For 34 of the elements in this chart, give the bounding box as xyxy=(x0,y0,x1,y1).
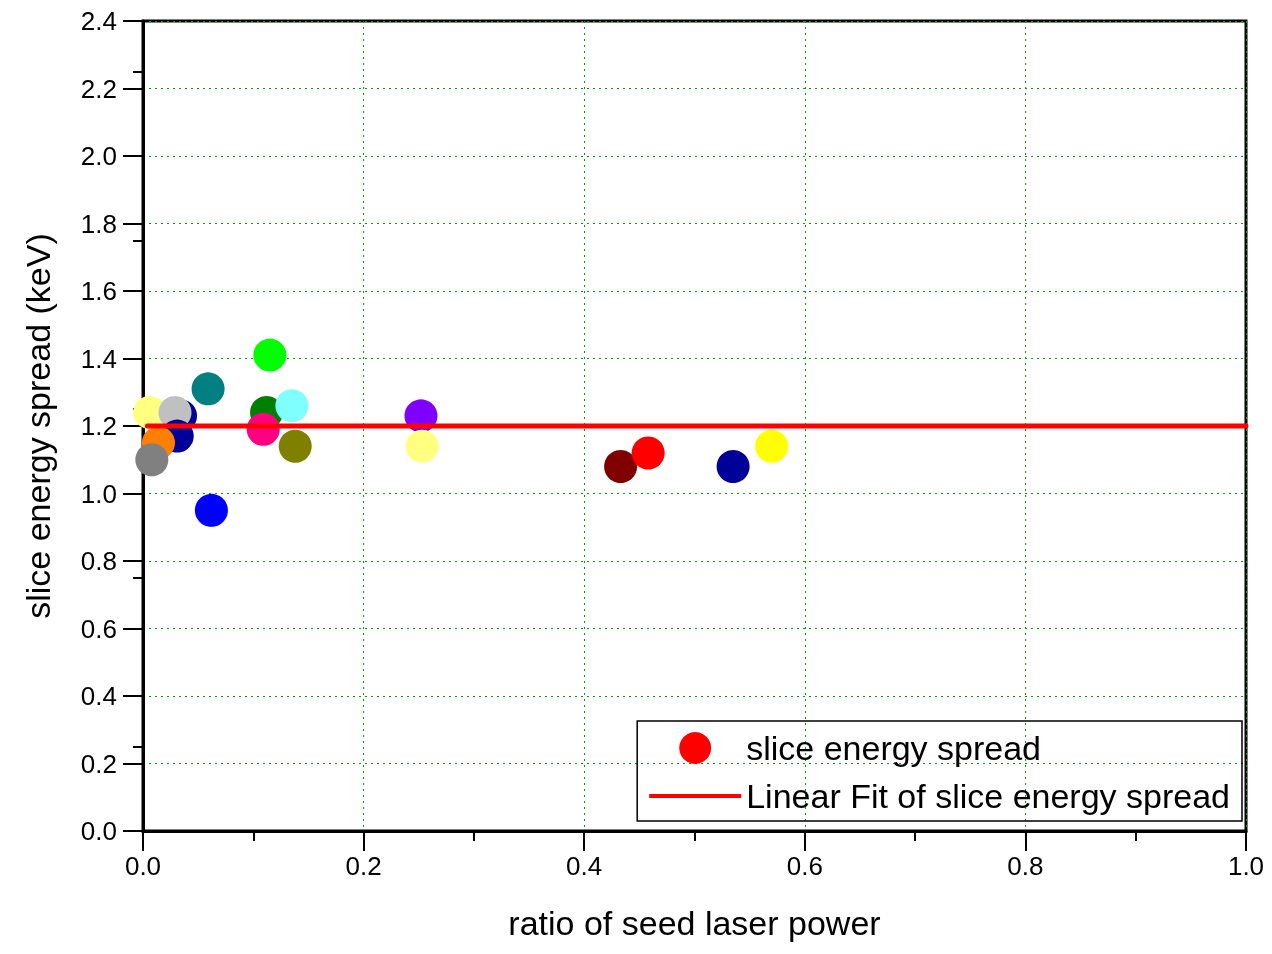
point xyxy=(604,450,638,483)
x-tick-label: 0.2 xyxy=(345,851,382,881)
point xyxy=(253,338,287,372)
point xyxy=(716,450,750,483)
y-tick-label: 1.6 xyxy=(80,276,117,306)
y-tick-label: 0.4 xyxy=(80,681,117,711)
point xyxy=(278,429,312,463)
y-tick-label: 2.4 xyxy=(80,6,117,36)
legend-label: slice energy spread xyxy=(746,729,1042,767)
x-axis-title: ratio of seed laser power xyxy=(508,904,881,942)
legend-label: Linear Fit of slice energy spread xyxy=(746,777,1231,815)
y-tick-label: 0.0 xyxy=(80,816,117,846)
point xyxy=(275,389,309,423)
y-tick-label: 2.2 xyxy=(80,73,117,104)
point xyxy=(631,436,665,470)
point xyxy=(755,429,789,463)
point xyxy=(191,372,225,406)
x-tick-label: 1.0 xyxy=(1227,851,1265,881)
y-axis-title: slice energy spread (keV) xyxy=(19,233,57,619)
point xyxy=(135,443,169,477)
y-tick-label: 0.6 xyxy=(80,613,117,644)
x-tick-label: 0.0 xyxy=(124,851,162,881)
y-tick-label: 0.2 xyxy=(80,748,117,779)
point xyxy=(194,493,228,527)
point xyxy=(405,429,439,463)
y-tick-label: 1.0 xyxy=(80,478,117,509)
y-tick-label: 1.2 xyxy=(80,411,117,441)
y-tick-label: 1.4 xyxy=(80,343,117,374)
x-tick-label: 0.8 xyxy=(1007,851,1044,881)
y-tick-label: 2.0 xyxy=(80,141,117,171)
x-tick-label: 0.6 xyxy=(786,851,823,881)
x-tick-label: 0.4 xyxy=(566,851,603,881)
y-tick-label: 1.8 xyxy=(80,208,117,239)
y-tick-label: 0.8 xyxy=(80,546,117,576)
